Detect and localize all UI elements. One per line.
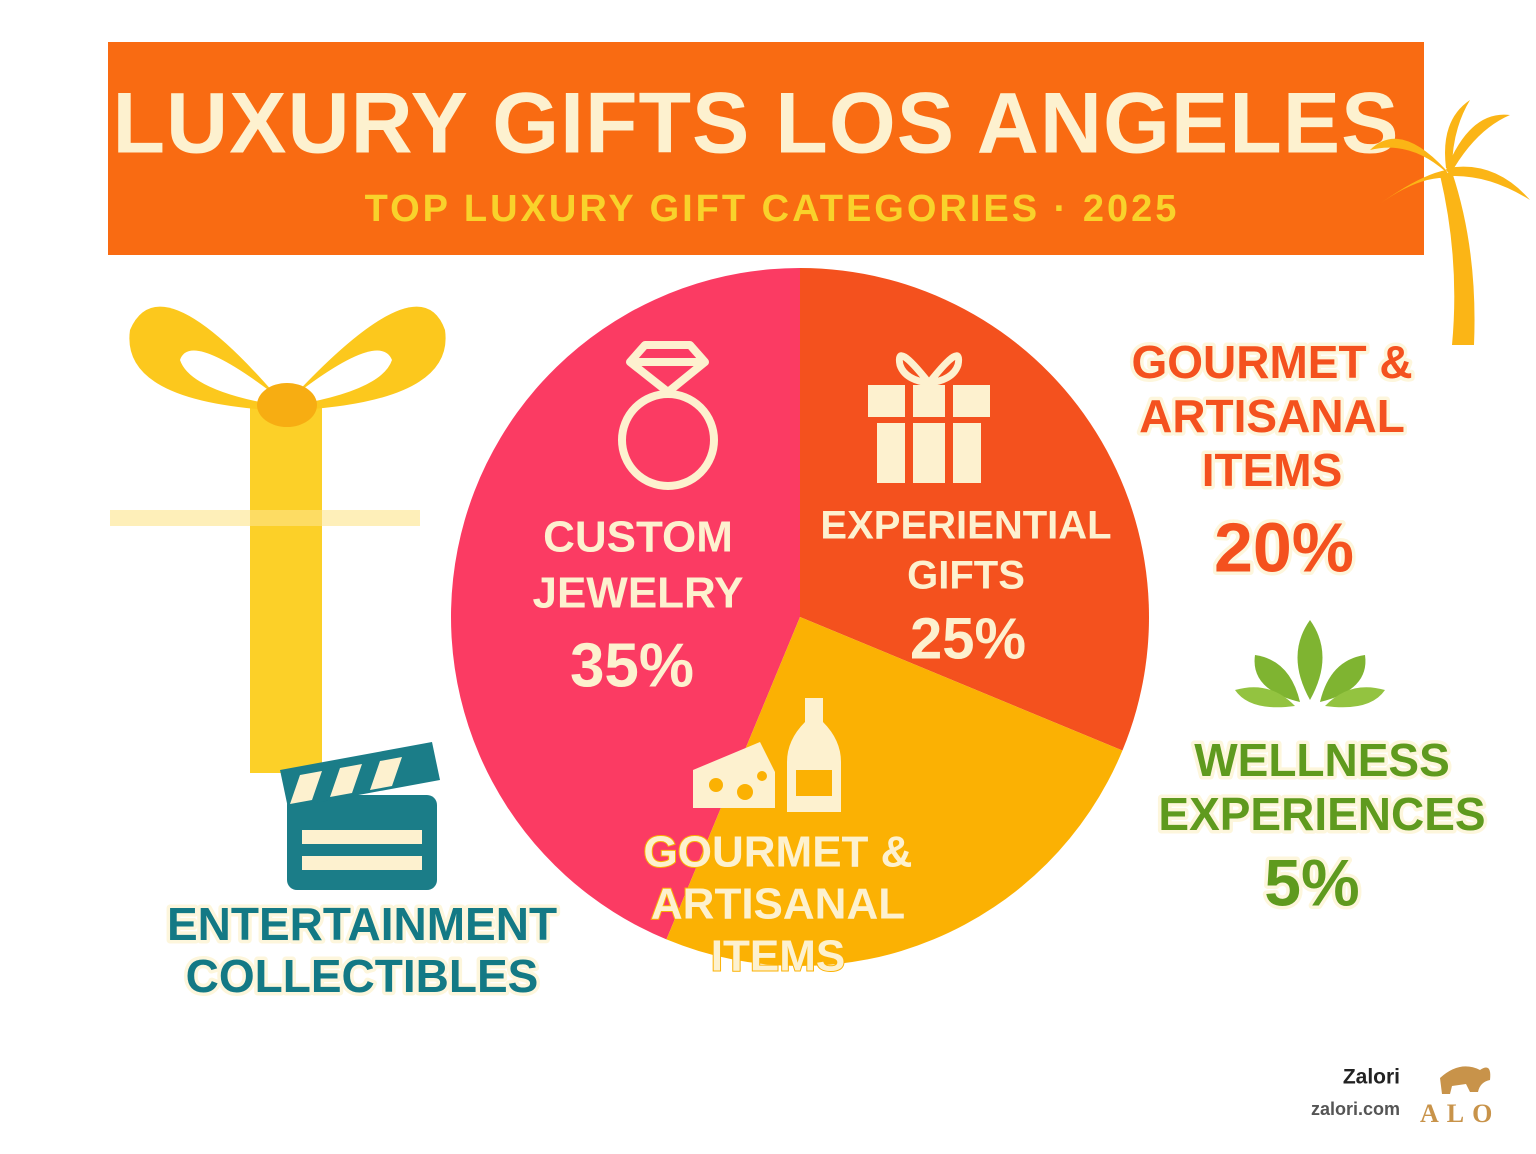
callout-label: WELLNESS (1194, 734, 1450, 786)
callout-label: ENTERTAINMENT (167, 898, 557, 950)
chart-subtitle: TOP LUXURY GIFT CATEGORIES · 2025 (365, 188, 1180, 230)
callout-value: 5% (1264, 845, 1359, 919)
slice-label: ARTISANAL (651, 880, 905, 929)
callout-label: GOURMET & (1131, 336, 1412, 388)
callout-label: ITEMS (1202, 444, 1343, 496)
clapperboard (280, 742, 440, 890)
gift-bow (110, 306, 446, 773)
callout-label: COLLECTIBLES (186, 950, 539, 1002)
ring-icon (618, 341, 718, 490)
slice-label: JEWELRY (532, 569, 743, 618)
footer-logo: ALO (1420, 1099, 1500, 1128)
slice-label: CUSTOM (543, 513, 733, 562)
callout-label: ARTISANAL (1139, 390, 1405, 442)
footer-brand: Zalori (1343, 1066, 1400, 1089)
callout-label: EXPERIENCES (1158, 788, 1485, 840)
value-label: 20% (1214, 508, 1354, 586)
lotus-icon (1235, 620, 1385, 708)
slice-label: GOURMET & (644, 828, 913, 877)
chart-title: LUXURY GIFTS LOS ANGELES (112, 76, 1399, 172)
pie-slice (666, 617, 1123, 966)
palm-tree (1370, 100, 1530, 345)
banner (108, 42, 1424, 255)
slice-label: GIFTS (907, 554, 1025, 598)
gourmet-icon (693, 698, 841, 812)
gift-icon (868, 352, 990, 483)
footer-url: zalori.com (1311, 1099, 1400, 1119)
slice-label: EXPERIENTIAL (820, 504, 1111, 548)
value-label: 25% (910, 606, 1026, 671)
value-label: 35% (570, 631, 694, 700)
logo-lion (1440, 1066, 1491, 1094)
slice-label: ITEMS (711, 932, 845, 981)
